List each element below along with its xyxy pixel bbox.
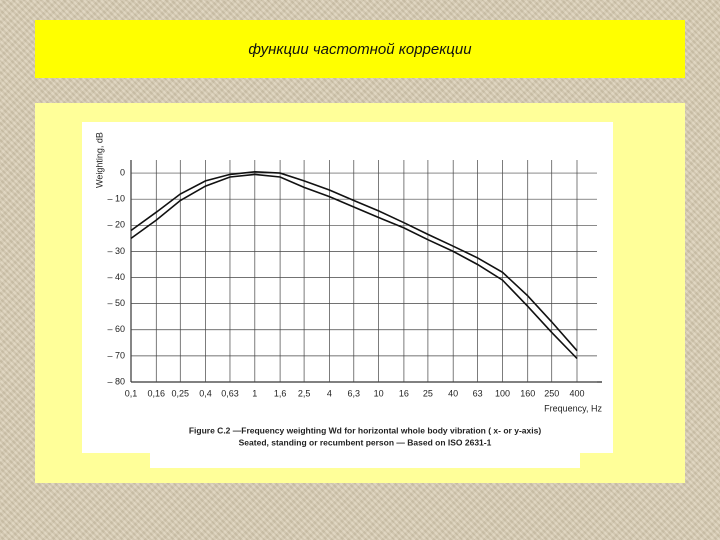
weighting-curve: [130, 173, 578, 360]
weighting-curve: [130, 170, 578, 352]
x-tick-label: 10: [374, 388, 384, 398]
caption-line: Seated, standing or recumbent person — B…: [239, 437, 492, 447]
y-tick-label: 0: [120, 167, 125, 177]
x-tick-label: 250: [544, 388, 559, 398]
x-tick-label: 1: [252, 388, 257, 398]
y-tick-label: – 60: [107, 324, 125, 334]
x-tick-label: 4: [327, 388, 332, 398]
x-tick-label: 63: [473, 388, 483, 398]
y-tick-label: – 10: [107, 194, 125, 204]
x-tick-label: 16: [399, 388, 409, 398]
figure-background: [82, 122, 613, 453]
x-tick-label: 100: [495, 388, 510, 398]
y-tick-label: – 40: [107, 272, 125, 282]
caption-line: Figure C.2 —Frequency weighting Wd for h…: [189, 425, 541, 435]
slide-title: функции частотной коррекции: [35, 20, 685, 78]
x-tick-label: 6,3: [348, 388, 361, 398]
x-tick-label: 0,63: [221, 388, 239, 398]
x-tick-label: 0,16: [148, 388, 166, 398]
x-tick-label: 400: [569, 388, 584, 398]
y-tick-label: – 30: [107, 246, 125, 256]
x-tick-label: 160: [520, 388, 535, 398]
y-axis-label: Weighting, dB: [94, 132, 104, 188]
y-tick-label: – 20: [107, 220, 125, 230]
y-tick-label: – 70: [107, 350, 125, 360]
y-tick-label: – 80: [107, 376, 125, 386]
x-tick-label: 2,5: [298, 388, 311, 398]
x-tick-label: 40: [448, 388, 458, 398]
caption-background: [150, 440, 580, 468]
x-tick-label: 0,4: [199, 388, 212, 398]
x-tick-label: 0,25: [172, 388, 190, 398]
x-axis-label: Frequency, Hz: [544, 403, 602, 413]
x-tick-label: 1,6: [274, 388, 287, 398]
x-tick-label: 0,1: [125, 388, 138, 398]
x-tick-label: 25: [423, 388, 433, 398]
y-tick-label: – 50: [107, 298, 125, 308]
